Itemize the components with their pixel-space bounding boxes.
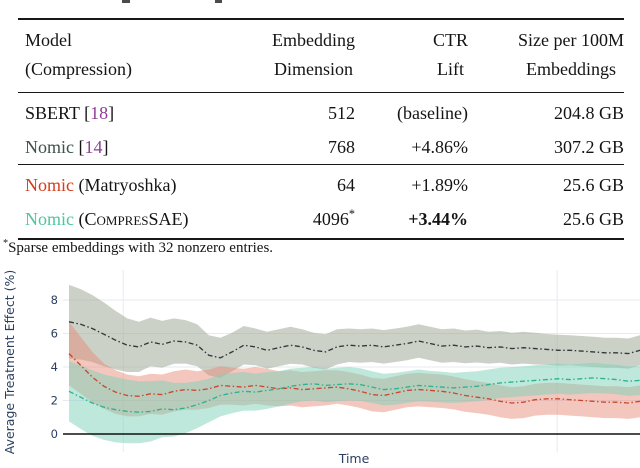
y-tick-label: 8 bbox=[51, 293, 58, 307]
table-cell: SBERT [18] bbox=[18, 93, 200, 131]
citation-link[interactable]: 18 bbox=[90, 103, 109, 123]
header-line: Embeddings bbox=[526, 59, 616, 79]
text-segment: [ bbox=[78, 137, 85, 157]
table-cell: 768 bbox=[200, 130, 355, 165]
text-segment: SAE) bbox=[148, 209, 189, 229]
text-segment: +4.86% bbox=[411, 137, 468, 157]
text-segment: Nomic bbox=[25, 137, 79, 157]
text-segment: * bbox=[3, 238, 9, 249]
table-row: Nomic [14] 768 +4.86% 307.2 GB bbox=[18, 130, 624, 165]
results-table-body-group2: Nomic (Matryoshka) 64 +1.89% 25.6 GB Nomic (… bbox=[18, 164, 624, 240]
series-line bbox=[68, 377, 640, 413]
text-segment: * bbox=[348, 207, 355, 221]
text-segment: 25.6 GB bbox=[562, 209, 624, 229]
text-segment: 307.2 GB bbox=[553, 137, 624, 157]
table-row: Nomic (Matryoshka) 64 +1.89% 25.6 GB bbox=[18, 165, 624, 203]
text-segment: Compres bbox=[84, 209, 149, 229]
y-axis-label: Average Treatment Effect (%) bbox=[2, 270, 17, 454]
text-segment: 4096 bbox=[312, 209, 349, 229]
header-line: (Compression) bbox=[25, 59, 132, 79]
text-segment: ] bbox=[108, 103, 115, 123]
table-row: Nomic (CompresSAE) 4096* +3.44% 25.6 GB bbox=[18, 202, 624, 239]
x-axis-label: Time bbox=[338, 451, 370, 466]
y-tick-label: 4 bbox=[51, 360, 58, 374]
citation-link[interactable]: 14 bbox=[84, 137, 103, 157]
header-ctr-lift: CTR Lift bbox=[355, 19, 468, 93]
header-line: Dimension bbox=[274, 59, 353, 79]
series-line bbox=[68, 321, 640, 359]
header-size: Size per 100M Embeddings bbox=[468, 19, 624, 93]
text-segment: 204.8 GB bbox=[553, 103, 624, 123]
table-cell: (baseline) bbox=[355, 93, 468, 131]
table-cell: +1.89% bbox=[355, 165, 468, 203]
text-segment: ] bbox=[102, 137, 109, 157]
clipped-caption-fragment bbox=[122, 0, 130, 3]
text-segment: Nomic bbox=[25, 175, 79, 195]
header-line: Lift bbox=[436, 59, 464, 79]
text-segment: 512 bbox=[328, 103, 355, 123]
clipped-caption-fragment bbox=[215, 0, 222, 3]
text-segment: [ bbox=[84, 103, 91, 123]
table-cell: +4.86% bbox=[355, 130, 468, 165]
table-cell: 25.6 GB bbox=[468, 165, 624, 203]
table-row: SBERT [18] 512 (baseline) 204.8 GB bbox=[18, 93, 624, 131]
table-cell: Nomic (CompresSAE) bbox=[18, 202, 200, 239]
header-line: Embedding bbox=[272, 30, 355, 50]
table-cell: 4096* bbox=[200, 202, 355, 239]
text-segment: ( bbox=[78, 209, 85, 229]
text-segment: 768 bbox=[328, 137, 355, 157]
table-cell: Nomic [14] bbox=[18, 130, 200, 165]
header-line: CTR bbox=[432, 30, 468, 50]
results-table-body-group1: SBERT [18] 512 (baseline) 204.8 GB Nomic [14… bbox=[18, 93, 624, 165]
text-segment: 25.6 GB bbox=[562, 175, 624, 195]
header-line: Model bbox=[25, 30, 72, 50]
table-header: Model (Compression) Embedding Dimension … bbox=[18, 19, 624, 93]
table-cell: 25.6 GB bbox=[468, 202, 624, 239]
table-cell: Nomic (Matryoshka) bbox=[18, 165, 200, 203]
confidence-band bbox=[69, 361, 640, 444]
table-cell: 204.8 GB bbox=[468, 93, 624, 131]
text-segment: +1.89% bbox=[411, 175, 468, 195]
treatment-effect-chart: 0 2 4 6 8 Average Treatment Effect (%) Time bbox=[2, 270, 640, 466]
table-footnote: *Sparse embeddings with 32 nonzero entri… bbox=[3, 238, 274, 257]
table-cell: 512 bbox=[200, 93, 355, 131]
y-tick-label: 2 bbox=[51, 394, 58, 408]
text-segment: (baseline) bbox=[397, 103, 468, 123]
y-tick-label: 6 bbox=[51, 327, 58, 341]
results-table: Model (Compression) Embedding Dimension … bbox=[18, 18, 624, 240]
confidence-band bbox=[69, 284, 640, 378]
text-segment: Sparse embeddings with 32 nonzero entrie… bbox=[8, 240, 274, 256]
text-segment: Nomic bbox=[25, 209, 79, 229]
text-segment: (Matryoshka) bbox=[78, 175, 177, 195]
results-table-wrap: Model (Compression) Embedding Dimension … bbox=[18, 18, 624, 240]
header-embedding-dimension: Embedding Dimension bbox=[200, 19, 355, 93]
table-cell: 307.2 GB bbox=[468, 130, 624, 165]
header-model: Model (Compression) bbox=[18, 19, 200, 93]
header-line: Size per 100M bbox=[518, 30, 624, 50]
text-segment: SBERT bbox=[25, 103, 85, 123]
table-cell: +3.44% bbox=[355, 202, 468, 239]
text-segment: 64 bbox=[337, 175, 355, 195]
series-line bbox=[68, 353, 640, 404]
text-segment: +3.44% bbox=[408, 209, 468, 229]
table-cell: 64 bbox=[200, 165, 355, 203]
y-tick-label: 0 bbox=[51, 427, 58, 441]
